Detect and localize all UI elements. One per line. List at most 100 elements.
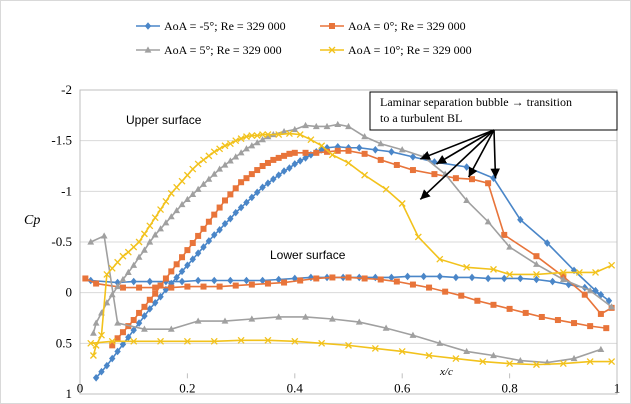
data-point: [237, 336, 245, 344]
data-point: [431, 158, 438, 166]
y-axis-title-text: Cp: [24, 213, 40, 228]
data-point: [501, 231, 508, 238]
data-point: [597, 310, 604, 317]
data-point: [259, 183, 266, 192]
data-point: [296, 157, 304, 165]
data-point: [141, 246, 148, 253]
data-point: [151, 299, 159, 307]
data-point: [162, 198, 170, 205]
callout-line-2: to a turbulent BL: [380, 111, 462, 125]
data-point: [549, 277, 556, 286]
data-point: [248, 315, 256, 322]
data-point: [189, 240, 196, 247]
data-point: [329, 23, 335, 29]
data-point: [114, 319, 121, 326]
data-point: [119, 252, 127, 260]
data-point: [313, 275, 320, 282]
data-point: [559, 268, 567, 276]
data-point: [253, 139, 261, 146]
data-point: [302, 121, 309, 129]
data-point: [243, 198, 250, 207]
series-line-upper: [95, 145, 610, 379]
y-tick-label: -1.5: [51, 133, 72, 148]
data-point: [195, 232, 202, 239]
data-point: [130, 243, 138, 251]
data-point: [270, 175, 277, 183]
data-point: [125, 333, 132, 342]
data-point: [200, 283, 207, 290]
data-point: [570, 354, 578, 362]
data-point: [382, 324, 390, 331]
data-point: [506, 360, 514, 368]
plot-border: [79, 89, 618, 395]
data-point: [167, 213, 175, 220]
data-point: [328, 46, 336, 54]
series-layer: [82, 120, 616, 382]
data-point: [98, 331, 105, 339]
data-point: [135, 319, 143, 327]
data-point: [490, 265, 497, 273]
data-point: [361, 275, 368, 282]
data-point: [463, 263, 471, 271]
data-point: [157, 225, 164, 232]
data-point: [291, 337, 299, 345]
data-point: [608, 303, 616, 310]
data-point: [264, 131, 272, 139]
axes: -2-1.5-1-0.500.51 0 0.2 0.4 0.6 0.8 1: [51, 82, 620, 401]
data-point: [275, 154, 282, 161]
data-point: [490, 301, 497, 308]
data-point: [532, 270, 540, 278]
data-point: [140, 230, 148, 238]
data-point: [575, 268, 583, 276]
data-point: [307, 136, 315, 144]
data-point: [570, 266, 578, 275]
data-point: [409, 167, 416, 174]
data-point: [189, 255, 196, 264]
data-point: [468, 273, 476, 282]
data-point: [152, 290, 159, 297]
data-point: [388, 273, 395, 282]
data-point: [517, 274, 524, 283]
data-point: [532, 361, 540, 369]
data-point: [93, 280, 100, 287]
data-point: [264, 159, 271, 166]
x-tick-label: 0.2: [179, 380, 195, 395]
y-tick-label: 0: [66, 285, 73, 300]
data-point: [463, 196, 471, 204]
data-point: [178, 200, 186, 208]
data-point: [248, 171, 255, 178]
data-point: [533, 253, 540, 260]
data-point: [238, 179, 245, 186]
data-point: [173, 273, 180, 282]
data-point: [194, 317, 202, 324]
data-point: [248, 281, 255, 288]
data-point: [393, 161, 400, 168]
legend-item: AoA = 5°; Re = 329 000: [136, 43, 282, 57]
data-point: [259, 276, 266, 285]
data-point: [297, 277, 304, 284]
callout-box: [369, 91, 618, 131]
data-point: [286, 164, 293, 172]
data-point: [135, 253, 143, 260]
data-point: [281, 152, 288, 159]
data-point: [426, 284, 433, 291]
data-point: [436, 255, 444, 263]
data-point: [409, 281, 416, 288]
series-x: [87, 130, 616, 369]
data-point: [103, 299, 111, 306]
data-point: [173, 261, 180, 268]
data-point: [103, 270, 111, 278]
y-tick-label: -1: [61, 183, 72, 198]
data-point: [226, 140, 234, 148]
x-tick-label: 0: [77, 380, 84, 395]
data-point: [484, 274, 492, 283]
data-point: [108, 264, 116, 272]
data-point: [205, 237, 213, 245]
data-point: [114, 258, 122, 266]
x-tick-label: 0.8: [501, 380, 517, 395]
data-point: [200, 243, 207, 251]
callout-arrow: [490, 129, 500, 179]
data-point: [361, 133, 369, 140]
callout-arrow: [467, 129, 495, 178]
data-point: [100, 232, 108, 239]
